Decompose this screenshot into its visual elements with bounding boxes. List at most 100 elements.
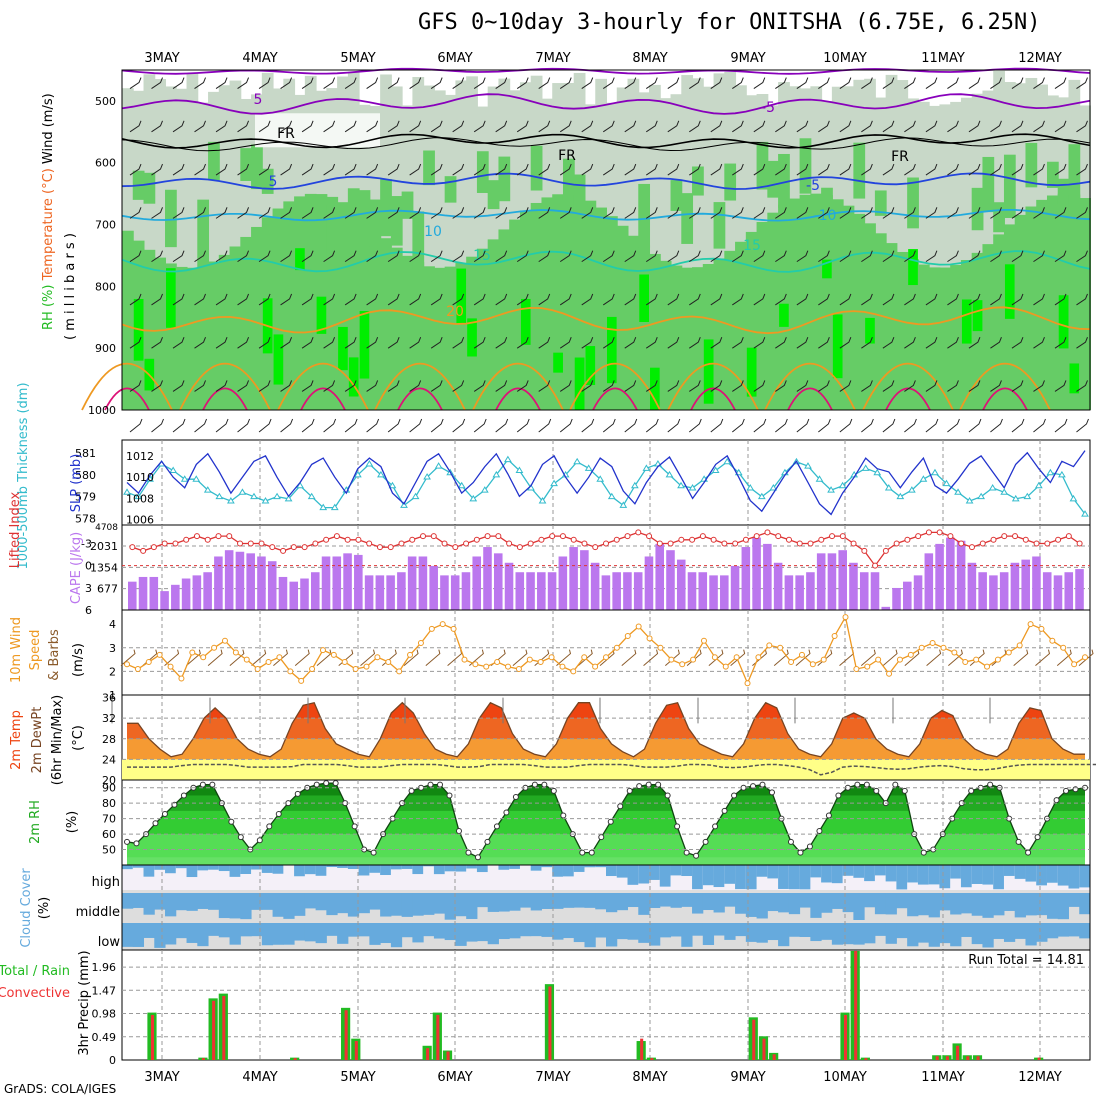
surface-wind-barb [925, 418, 939, 433]
rh-band [127, 857, 1085, 865]
wind-barb [1054, 293, 1067, 306]
cloud-cover-bar [541, 893, 553, 909]
wind-barb [710, 293, 723, 306]
lifted-index-line-point [463, 540, 470, 547]
rh-mid-patch [240, 148, 253, 182]
wind-ylabel-2: Speed [28, 630, 43, 671]
rh2m-line-point [759, 781, 766, 788]
wind10m-line-point [124, 661, 130, 668]
surface-wind-barb [495, 418, 509, 433]
cloud-cover-bar [950, 893, 962, 915]
wind-barb [280, 250, 293, 263]
cloud-cover-bar [659, 923, 672, 938]
cloud-cover-bar [756, 923, 768, 943]
lifted-index-line-point [613, 536, 620, 543]
cape-bar [590, 562, 600, 610]
cape-bar [364, 575, 374, 610]
temp-contour-minus5 [121, 93, 1091, 115]
rh2m-line-point [579, 849, 586, 856]
lifted-index-line-point [807, 540, 814, 547]
wind10m-line-point [744, 680, 751, 687]
rh-mid-patch [767, 160, 780, 198]
cloud-high-bg [304, 865, 317, 890]
rh2m-line-point [1034, 834, 1041, 841]
lifted-index-line-point [1012, 533, 1019, 540]
rh-mid-patch [713, 202, 726, 249]
lifted-index-line-point [183, 536, 190, 543]
lifted-index-line-point [1055, 536, 1062, 543]
wind-barb [710, 380, 723, 392]
rh2m-line-point [124, 838, 130, 845]
wind10m-line-point [189, 649, 196, 656]
li-ytick-label: 3 [85, 582, 92, 595]
wind-barb [947, 77, 959, 89]
cloud-cover-bar [799, 893, 811, 908]
rh-mid-patch [756, 141, 769, 190]
rh-mid-patch [444, 176, 457, 203]
cloud-cover-bar [950, 865, 962, 879]
cloud-cover-bar [928, 893, 940, 918]
cape-bar [752, 537, 761, 610]
wind-barb [968, 380, 981, 392]
cloud-cover-bar [595, 923, 607, 938]
wind-barb [753, 250, 766, 263]
thickness-line-point [365, 460, 374, 467]
wind-barbs-upper [129, 77, 1088, 392]
cloud-cover-bar [853, 865, 865, 878]
wind-barb [624, 77, 637, 89]
rh-mid-patch [487, 180, 500, 210]
cloud-cover-bar [423, 893, 435, 915]
wind-barb [366, 336, 379, 349]
cloud-cover-bar [412, 865, 424, 875]
wind-barb-10m [556, 649, 572, 666]
cloud-cover-bar [519, 923, 532, 937]
wind-barb [387, 207, 400, 219]
wind-barb [775, 207, 787, 219]
wind-barb [1054, 163, 1067, 176]
thickness-line-point [226, 497, 235, 504]
wind-barb [882, 250, 895, 263]
cape-bar [838, 550, 847, 610]
cloud-cover-bar [165, 893, 177, 917]
freezing-level-contour-2 [121, 137, 1091, 152]
rh2m-line-point [408, 787, 415, 794]
contour-label: 5 [254, 92, 263, 108]
rh-light-column [724, 71, 737, 410]
cloud-high-bg [519, 865, 532, 890]
wind10m-line-point [1005, 649, 1012, 656]
wind-barb [495, 207, 508, 219]
wind-barb [473, 250, 486, 263]
thickness-line-point [330, 503, 339, 511]
date-label-top: 8MAY [632, 51, 667, 66]
lifted-index-line-point [215, 533, 222, 540]
cloud-cover-bar [261, 923, 274, 946]
wind10m-line-point [494, 658, 501, 665]
wind-barb [624, 250, 637, 263]
wind-barb [151, 77, 163, 89]
cloud-cover-bar [907, 865, 919, 883]
surface-wind-barb [280, 418, 294, 433]
precip-conv-bar [436, 1014, 440, 1060]
wind-barb [215, 77, 228, 89]
wind-barb [258, 163, 271, 176]
wind10m-line-point [396, 668, 403, 675]
lifted-index-line-point [785, 536, 792, 543]
rh2m-line-point [920, 849, 927, 856]
wind-barb [818, 336, 830, 349]
wind-barb [990, 163, 1002, 176]
rh-mid-column [659, 260, 672, 410]
cape-bar [257, 556, 266, 610]
cloud-cover-bar [208, 865, 220, 870]
precip-conv-bar [201, 1058, 205, 1060]
wind10m-line-point [896, 656, 903, 663]
wind-barb [387, 120, 400, 133]
cloud-cover-bar [337, 865, 349, 868]
cape-bar [773, 562, 783, 610]
wind-unit: (m/s) [71, 643, 86, 677]
wind10m-line-point [864, 663, 871, 670]
wind10m-line-point [1082, 654, 1088, 661]
wind10m-line-point [341, 658, 348, 665]
cloud-cover-bar [606, 893, 618, 913]
cloud-cover-bar [982, 893, 994, 918]
rh-light-column [154, 79, 167, 410]
